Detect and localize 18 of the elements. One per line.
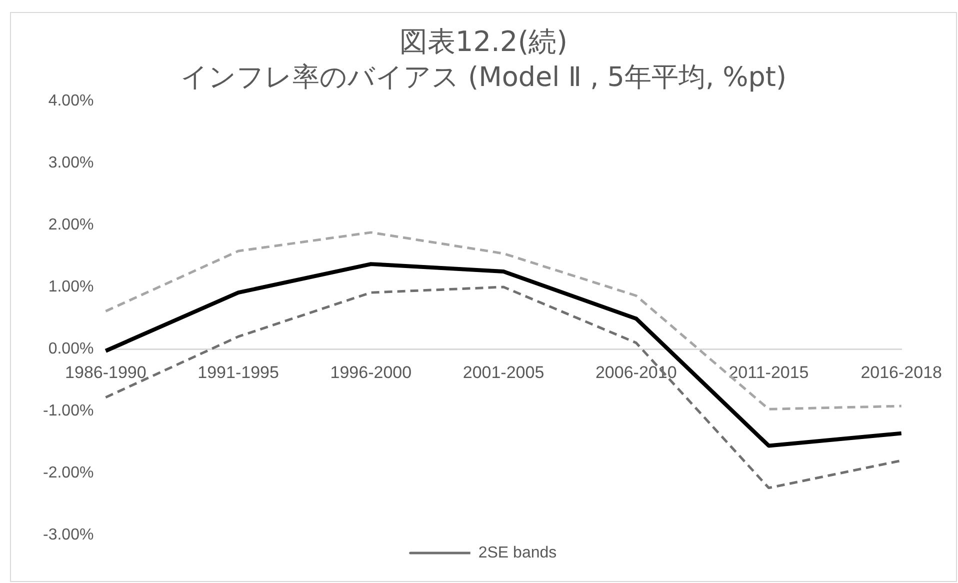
y-tick-label: 2.00% [48,216,94,234]
x-tick-label: 1991-1995 [198,362,279,382]
legend-label: 2SE bands [478,544,557,562]
x-tick-label: 2001-2005 [462,362,544,382]
y-tick-label: 0.00% [48,340,94,358]
chart-subtitle: インフレ率のバイアス (Model Ⅱ , 5年平均, %pt) [180,62,787,93]
y-tick-label: 3.00% [48,154,94,172]
y-tick-label: -3.00% [42,526,94,544]
x-tick-label: 1986-1990 [65,362,146,382]
x-tick-label: 1996-2000 [330,362,412,382]
x-tick-label: 2016-2018 [860,362,942,382]
y-tick-label: -2.00% [42,464,94,482]
x-tick-label: 2006-2010 [595,362,677,382]
y-tick-label: 4.00% [48,92,94,110]
y-tick-label: 1.00% [48,278,94,296]
x-tick-label: 2011-2015 [728,362,809,382]
chart-title: 図表12.2(続) [399,25,568,58]
y-tick-label: -1.00% [42,402,94,420]
